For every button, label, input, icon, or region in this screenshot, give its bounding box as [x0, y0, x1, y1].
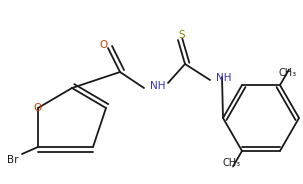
Text: Br: Br — [7, 155, 19, 165]
Text: O: O — [34, 103, 42, 113]
Text: CH₃: CH₃ — [279, 68, 297, 77]
Text: NH: NH — [150, 81, 166, 91]
Text: CH₃: CH₃ — [223, 158, 241, 169]
Text: NH: NH — [216, 73, 232, 83]
Text: S: S — [179, 30, 185, 40]
Text: O: O — [99, 40, 107, 50]
